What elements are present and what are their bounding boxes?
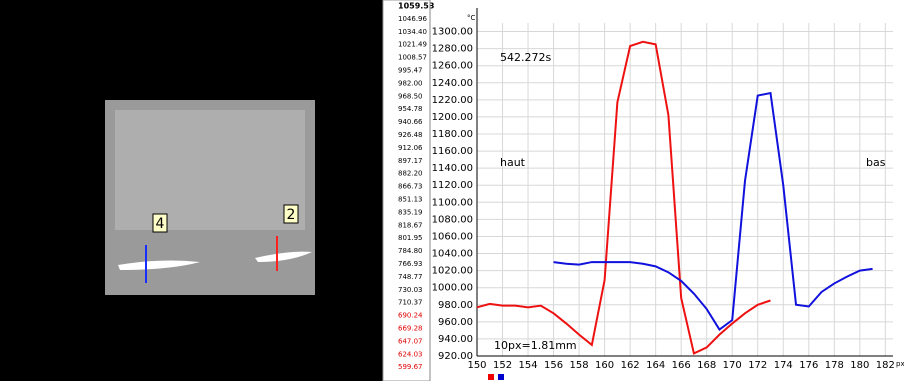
scale-label: 624.03 [398, 350, 423, 358]
scale-label: 690.24 [398, 312, 423, 320]
y-tick-label: 1180.00 [432, 129, 473, 140]
x-tick-label: 168 [697, 360, 716, 371]
marker-label: 4 [156, 216, 165, 232]
scale-label: 897.17 [398, 157, 423, 165]
y-tick-label: 1020.00 [432, 266, 473, 277]
chart: 920.00 940.00 960.00 980.00 1000.00 1020.00 10… [432, 8, 904, 371]
y-tick-label: 1040.00 [432, 249, 473, 260]
scale-label: 1059.53 [398, 2, 434, 11]
scale-label: 982.00 [398, 79, 423, 87]
y-tick-label: 980.00 [438, 300, 473, 311]
scale-label: 882.20 [398, 170, 423, 178]
hot-zone [118, 251, 312, 270]
scale-label: 1021.49 [398, 41, 427, 49]
annotation: 10px=1.81mm [494, 339, 577, 352]
scale-label: 1046.96 [398, 15, 427, 23]
scale-label: 801.95 [398, 234, 423, 242]
scale-label: 647.07 [398, 337, 423, 345]
x-tick-label: 172 [748, 360, 767, 371]
x-tick-label: 180 [850, 360, 869, 371]
scale-label: 748.77 [398, 273, 423, 281]
scale-label: 926.48 [398, 131, 423, 139]
scale-label: 730.03 [398, 286, 423, 294]
legend-swatch[interactable] [488, 374, 494, 380]
series-line [553, 91, 873, 331]
scale-label: 940.66 [398, 118, 423, 126]
y-tick-label: 1300.00 [432, 27, 473, 38]
y-tick-label: 1260.00 [432, 61, 473, 72]
sample-highlight [115, 110, 305, 230]
scale-label: 766.93 [398, 260, 423, 268]
scale-label: 835.19 [398, 208, 423, 216]
marker-box [283, 204, 299, 224]
x-tick-label: 164 [646, 360, 665, 371]
series-line [476, 40, 771, 355]
annotation: bas [866, 156, 886, 169]
scale-label: 912.06 [398, 144, 423, 152]
y-tick-label: 1140.00 [432, 163, 473, 174]
y-tick-label: 940.00 [438, 334, 473, 345]
y-tick-label: 920.00 [438, 351, 473, 362]
x-tick-label: 154 [518, 360, 537, 371]
x-tick-label: 152 [493, 360, 512, 371]
x-tick-label: 158 [570, 360, 589, 371]
scale-label: 968.50 [398, 92, 423, 100]
x-tick-label: 156 [544, 360, 563, 371]
legend-swatch[interactable] [498, 374, 504, 380]
x-tick-label: 150 [467, 360, 486, 371]
x-tick-label: 174 [774, 360, 793, 371]
y-tick-label: 1160.00 [432, 146, 473, 157]
x-tick-label: 166 [672, 360, 691, 371]
y-tick-label: 1280.00 [432, 44, 473, 55]
scale-label: 818.67 [398, 221, 423, 229]
scale-label: 669.28 [398, 325, 423, 333]
x-tick-label: 162 [621, 360, 640, 371]
scale-label: 851.13 [398, 196, 423, 204]
y-tick-label: 1220.00 [432, 95, 473, 106]
scale-label: 1034.40 [398, 28, 427, 36]
y-unit: °C [467, 14, 476, 22]
x-tick-label: 160 [595, 360, 614, 371]
scale-label: 954.78 [398, 105, 423, 113]
annotation: 542.272s [500, 51, 551, 64]
marker-label: 2 [287, 207, 296, 223]
y-tick-label: 960.00 [438, 317, 473, 328]
x-tick-label: 176 [799, 360, 818, 371]
y-tick-label: 1200.00 [432, 112, 473, 123]
scale-label: 599.67 [398, 363, 423, 371]
y-tick-label: 1100.00 [432, 197, 473, 208]
y-tick-label: 1080.00 [432, 214, 473, 225]
scale-label: 710.37 [398, 299, 423, 307]
scale-label: 866.73 [398, 183, 423, 191]
y-tick-label: 1240.00 [432, 78, 473, 89]
y-tick-label: 1120.00 [432, 180, 473, 191]
y-tick-label: 1000.00 [432, 283, 473, 294]
x-tick-label: 178 [825, 360, 844, 371]
x-tick-label: 170 [723, 360, 742, 371]
x-tick-label: 182 [876, 360, 895, 371]
annotation: haut [500, 156, 526, 169]
scale-label: 995.47 [398, 67, 423, 75]
scale-label: 1008.57 [398, 54, 427, 62]
scale-label: 784.80 [398, 247, 423, 255]
scale-labels: 1059.53 1046.96 1034.40 1021.49 1008.57 995.4… [398, 2, 434, 372]
y-tick-label: 1060.00 [432, 231, 473, 242]
marker-box [152, 213, 168, 233]
x-unit: px [896, 360, 904, 368]
